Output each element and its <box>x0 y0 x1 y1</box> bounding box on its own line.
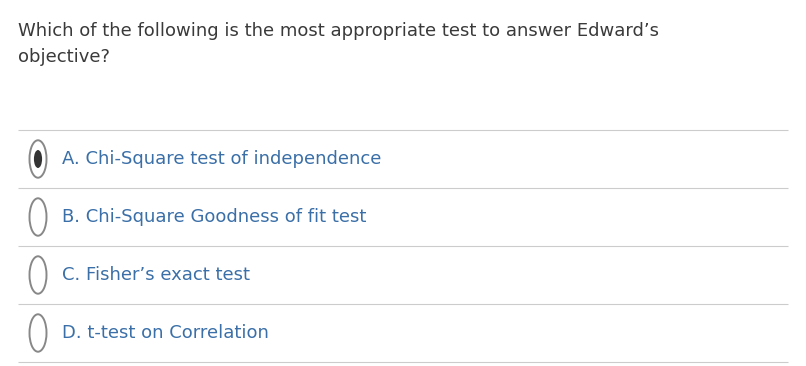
Text: A. Chi-Square test of independence: A. Chi-Square test of independence <box>62 150 381 168</box>
Text: Which of the following is the most appropriate test to answer Edward’s: Which of the following is the most appro… <box>18 22 659 40</box>
Text: B. Chi-Square Goodness of fit test: B. Chi-Square Goodness of fit test <box>62 208 367 226</box>
Text: objective?: objective? <box>18 48 110 66</box>
Text: C. Fisher’s exact test: C. Fisher’s exact test <box>62 266 250 284</box>
Ellipse shape <box>34 150 42 168</box>
Text: D. t-test on Correlation: D. t-test on Correlation <box>62 324 269 342</box>
